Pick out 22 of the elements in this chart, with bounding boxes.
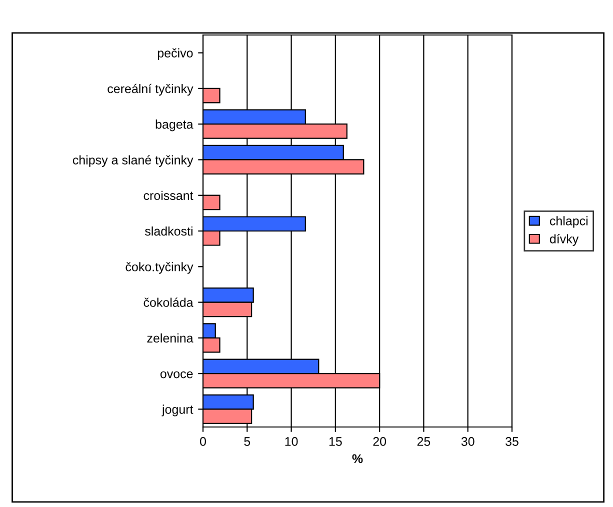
- y-tick-label: sladkosti: [144, 226, 192, 236]
- y-tick-label: ovoce: [160, 371, 193, 378]
- legend-label: dívky: [550, 234, 579, 246]
- y-tick-label: croissant: [144, 190, 194, 200]
- x-tick-label: 10: [285, 437, 298, 446]
- x-tick-label: 35: [506, 437, 518, 446]
- x-tick-label: 30: [461, 437, 474, 446]
- y-tick-label: chipsy a slané tyčinky: [72, 155, 194, 167]
- x-tick-label: 0: [200, 437, 206, 446]
- y-tick-label: zelenina: [147, 333, 194, 343]
- y-tick-label: čokoláda: [144, 298, 194, 307]
- y-tick-label: bageta: [156, 120, 194, 132]
- y-tick-label: pečivo: [158, 48, 193, 60]
- x-axis-title: %: [352, 454, 363, 464]
- legend-label: chlapci: [550, 216, 588, 228]
- y-tick-label: jogurt: [162, 404, 194, 416]
- y-tick-label: cereální tyčinky: [108, 84, 194, 96]
- x-tick-label: 20: [373, 437, 386, 446]
- y-tick-label: čoko.tyčinky: [126, 262, 194, 274]
- x-tick-label: 5: [244, 437, 250, 446]
- x-tick-label: 15: [329, 437, 342, 446]
- x-tick-label: 25: [417, 437, 430, 446]
